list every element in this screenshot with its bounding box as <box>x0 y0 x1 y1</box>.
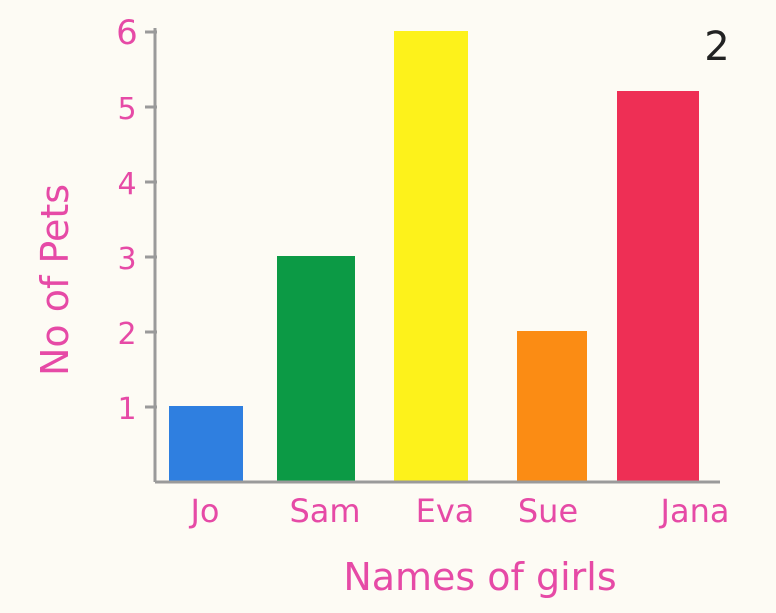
y-tick-label: 1 <box>117 392 136 427</box>
bar-sam <box>277 256 355 483</box>
x-tick-label-jo: Jo <box>188 492 219 530</box>
x-tick-label-jana: Jana <box>659 492 730 530</box>
x-axis-label: Names of girls <box>343 555 616 599</box>
y-tick-label: 2 <box>117 317 136 352</box>
bars-layer <box>169 31 699 483</box>
x-tick-label-eva: Eva <box>416 492 475 530</box>
bar-eva <box>394 31 468 483</box>
bar-jana <box>617 91 699 483</box>
bar-jo <box>169 406 243 483</box>
x-tick-label-sam: Sam <box>289 492 360 530</box>
x-tick-label-sue: Sue <box>518 492 578 530</box>
corner-page-mark: 2 <box>704 24 729 70</box>
bar-sue <box>517 331 587 483</box>
y-tick-label: 6 <box>116 13 138 53</box>
y-ticks: 1 2 3 4 5 6 <box>116 13 157 427</box>
y-axis-label: No of Pets <box>33 184 77 376</box>
y-tick-label: 3 <box>117 242 136 277</box>
y-tick-label: 4 <box>117 167 136 202</box>
x-tick-labels: Jo Sam Eva Sue Jana <box>188 492 729 530</box>
y-tick-label: 5 <box>117 92 136 127</box>
